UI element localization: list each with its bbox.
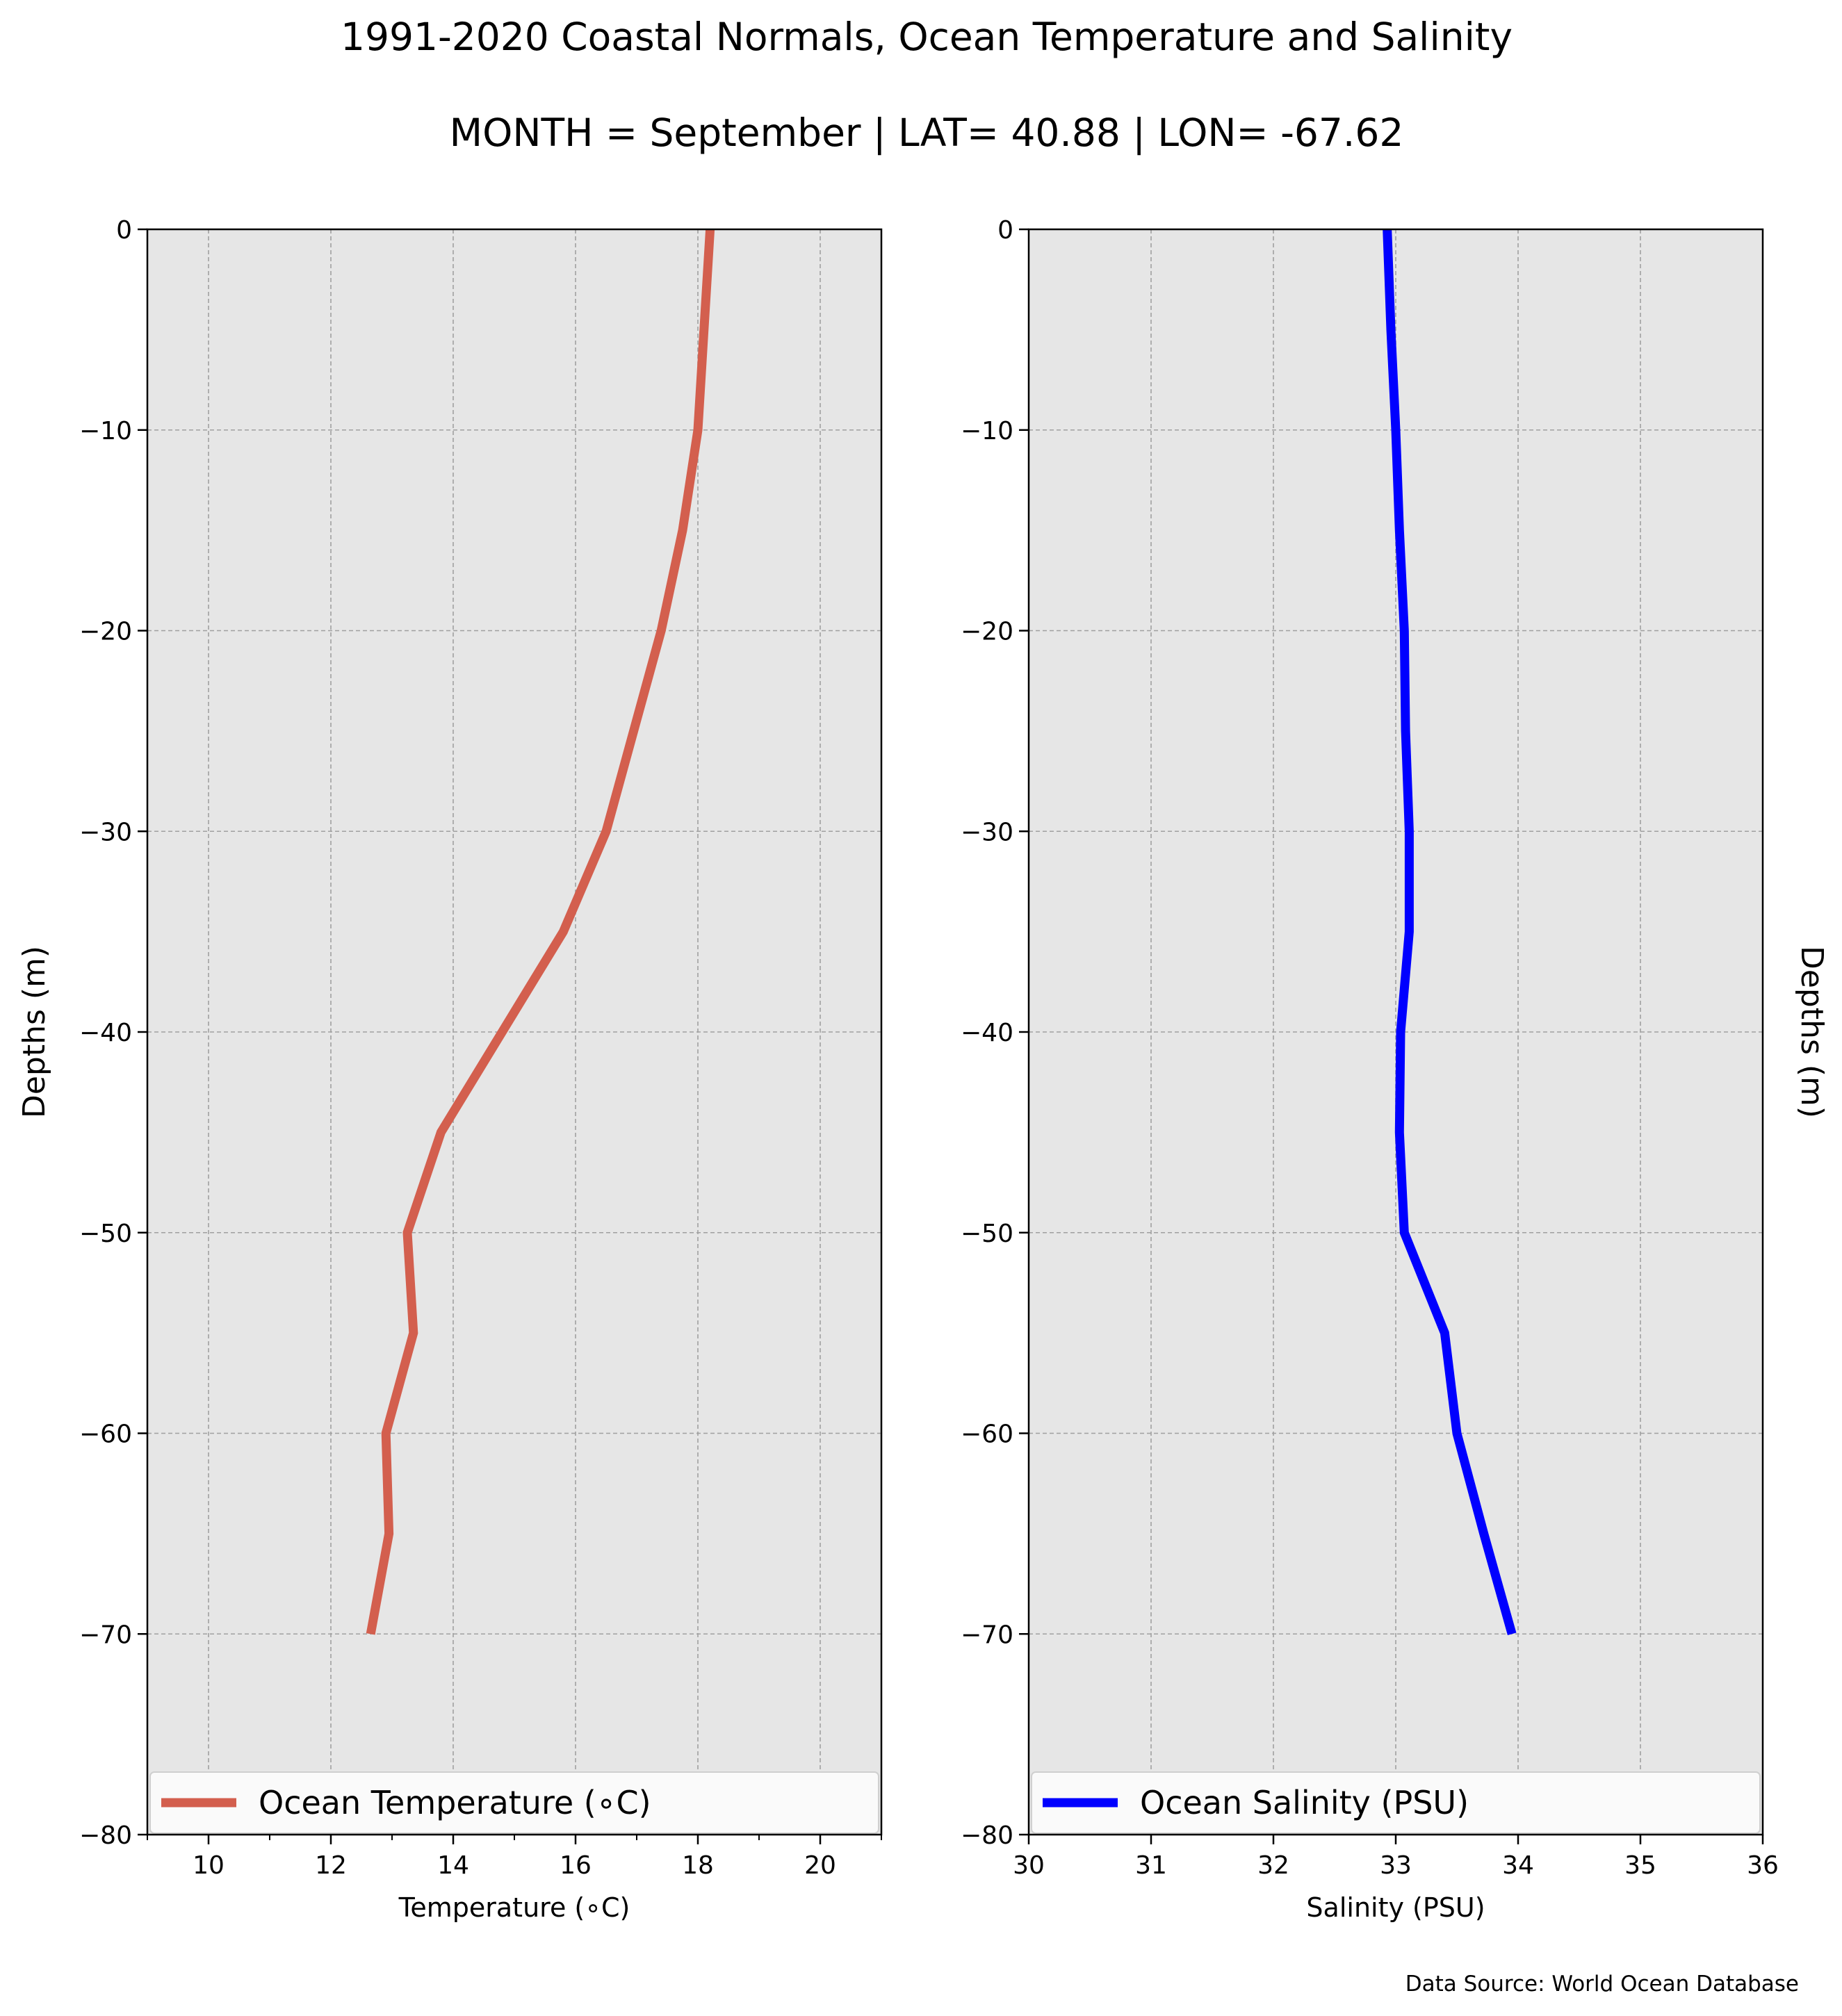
- salinity-x-tick-label: 34: [1502, 1851, 1534, 1880]
- salinity-y-tick-label: −70: [961, 1621, 1013, 1649]
- temperature-x-tick-label: 18: [682, 1851, 714, 1880]
- salinity-x-ticks: 30 31 32 33 34 35 36: [1013, 1835, 1779, 1880]
- figure-title: 1991-2020 Coastal Normals, Ocean Tempera…: [341, 15, 1513, 59]
- temperature-y-tick-label: −80: [79, 1821, 132, 1850]
- temperature-x-ticks: 10 12 14 16 18 20: [147, 1835, 882, 1880]
- temperature-series: [366, 229, 715, 1635]
- salinity-legend-box: [1031, 1771, 1761, 1834]
- temperature-profile-line: [366, 229, 715, 1635]
- salinity-x-tick-label: 31: [1135, 1851, 1167, 1880]
- salinity-x-tick-label: 33: [1380, 1851, 1412, 1880]
- temperature-y-tick-label: −30: [79, 818, 132, 846]
- temperature-x-tick-label: 16: [560, 1851, 592, 1880]
- salinity-series: [1383, 229, 1517, 1636]
- salinity-y-tick-label: −50: [961, 1220, 1013, 1248]
- temperature-y-tick-label: −40: [79, 1019, 132, 1047]
- temperature-y-tick-label: −10: [79, 417, 132, 445]
- temperature-y-tick-label: 0: [116, 216, 132, 245]
- temperature-y-tick-label: −50: [79, 1220, 132, 1248]
- salinity-x-tick-label: 35: [1624, 1851, 1656, 1880]
- temperature-y-axis-label: Depths (m): [17, 946, 52, 1118]
- temperature-y-tick-label: −70: [79, 1621, 132, 1649]
- temperature-x-tick-label: 12: [315, 1851, 347, 1880]
- temperature-x-axis-label: Temperature (∘C): [398, 1892, 630, 1923]
- salinity-panel: Ocean Salinity (PSU) 0 −10 −20 −30 −40 −50 −60…: [961, 216, 1829, 1923]
- figure-subtitle: MONTH = September | LAT= 40.88 | LON= -6…: [450, 110, 1404, 156]
- salinity-y-ticks: 0 −10 −20 −30 −40 −50 −60 −70 −80: [961, 216, 1029, 1850]
- salinity-x-axis-label: Salinity (PSU): [1306, 1892, 1485, 1923]
- salinity-y-tick-label: −40: [961, 1019, 1013, 1047]
- salinity-y-tick-label: −30: [961, 818, 1013, 846]
- temperature-legend-box: [149, 1771, 879, 1834]
- salinity-x-tick-label: 30: [1013, 1851, 1045, 1880]
- salinity-y-axis-label: Depths (m): [1794, 946, 1829, 1118]
- salinity-profile-line: [1383, 229, 1517, 1636]
- temperature-y-tick-label: −60: [79, 1420, 132, 1449]
- salinity-y-tick-label: −60: [961, 1420, 1013, 1449]
- temperature-y-tick-label: −20: [79, 618, 132, 646]
- salinity-y-tick-label: −80: [961, 1821, 1013, 1850]
- data-source-note: Data Source: World Ocean Database: [1405, 1972, 1799, 1997]
- salinity-x-tick-label: 32: [1257, 1851, 1289, 1880]
- salinity-y-tick-label: −20: [961, 618, 1013, 646]
- temperature-plot-area: [147, 229, 881, 1835]
- temperature-legend-label: Ocean Temperature (∘C): [259, 1784, 651, 1821]
- salinity-y-tick-label: 0: [997, 216, 1013, 245]
- temperature-legend: Ocean Temperature (∘C): [149, 1771, 879, 1834]
- temperature-x-tick-label: 10: [193, 1851, 225, 1880]
- temperature-y-ticks: 0 −10 −20 −30 −40 −50 −60 −70 −80: [79, 216, 147, 1850]
- salinity-legend: Ocean Salinity (PSU): [1031, 1771, 1761, 1834]
- temperature-panel: Ocean Temperature (∘C) 0 −10 −20 −30 −40 −50 −…: [17, 216, 883, 1923]
- salinity-x-tick-label: 36: [1747, 1851, 1779, 1880]
- temperature-x-tick-label: 14: [437, 1851, 469, 1880]
- temperature-x-tick-label: 20: [804, 1851, 836, 1880]
- salinity-y-tick-label: −10: [961, 417, 1013, 445]
- salinity-legend-label: Ocean Salinity (PSU): [1140, 1784, 1469, 1821]
